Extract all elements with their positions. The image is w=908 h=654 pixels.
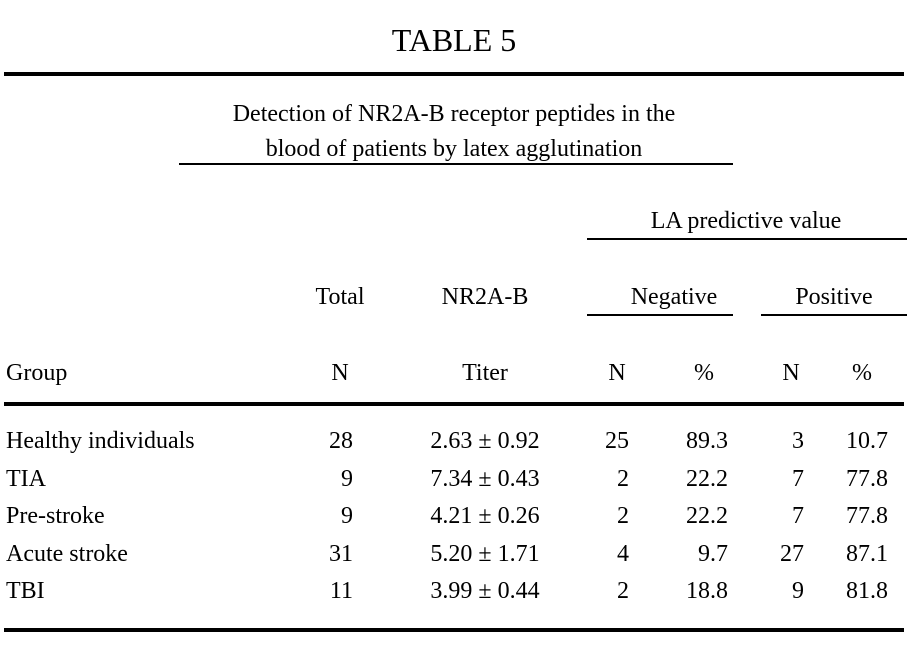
cell-total: 9 <box>341 503 353 529</box>
cell-group: Healthy individuals <box>6 428 195 454</box>
cell-group: TIA <box>6 466 46 492</box>
caption-underline <box>179 163 733 165</box>
header-titer: Titer <box>462 360 508 386</box>
header-positive: Positive <box>795 284 873 310</box>
header-total-n: N <box>331 360 349 386</box>
cell-titer: 2.63 ± 0.92 <box>430 428 540 454</box>
top-rule <box>4 72 904 76</box>
cell-negative-n: 2 <box>617 466 629 492</box>
header-negative-n: N <box>608 360 626 386</box>
header-bottom-rule <box>4 402 904 406</box>
negative-underline <box>587 314 733 316</box>
header-negative-pct: % <box>694 360 714 386</box>
cell-negative-pct: 22.2 <box>686 466 728 492</box>
cell-negative-n: 4 <box>617 541 629 567</box>
header-negative: Negative <box>630 284 718 310</box>
cell-positive-pct: 77.8 <box>846 503 888 529</box>
cell-positive-pct: 81.8 <box>846 578 888 604</box>
table-title: TABLE 5 <box>391 22 517 58</box>
cell-negative-pct: 9.7 <box>698 541 728 567</box>
cell-total: 11 <box>329 578 353 604</box>
cell-negative-pct: 18.8 <box>686 578 728 604</box>
cell-negative-pct: 89.3 <box>686 428 728 454</box>
header-positive-pct: % <box>852 360 872 386</box>
cell-group: TBI <box>6 578 45 604</box>
cell-positive-n: 7 <box>792 503 804 529</box>
cell-positive-pct: 87.1 <box>846 541 888 567</box>
cell-negative-n: 25 <box>605 428 629 454</box>
cell-titer: 5.20 ± 1.71 <box>430 541 540 567</box>
cell-positive-pct: 77.8 <box>846 466 888 492</box>
cell-negative-n: 2 <box>617 503 629 529</box>
cell-negative-pct: 22.2 <box>686 503 728 529</box>
table-caption-line-1: Detection of NR2A-B receptor peptides in… <box>232 101 676 127</box>
header-nr2ab: NR2A-B <box>441 284 529 310</box>
cell-positive-n: 3 <box>792 428 804 454</box>
header-total: Total <box>315 284 365 310</box>
cell-total: 28 <box>329 428 353 454</box>
cell-group: Pre-stroke <box>6 503 105 529</box>
cell-titer: 3.99 ± 0.44 <box>430 578 540 604</box>
cell-group: Acute stroke <box>6 541 128 567</box>
table-caption-line-2: blood of patients by latex agglutination <box>265 136 643 162</box>
cell-total: 31 <box>329 541 353 567</box>
cell-positive-n: 7 <box>792 466 804 492</box>
cell-titer: 7.34 ± 0.43 <box>430 466 540 492</box>
la-predictive-underline <box>587 238 907 240</box>
bottom-rule <box>4 628 904 632</box>
header-group: Group <box>6 360 68 386</box>
cell-total: 9 <box>341 466 353 492</box>
cell-negative-n: 2 <box>617 578 629 604</box>
header-positive-n: N <box>782 360 800 386</box>
cell-titer: 4.21 ± 0.26 <box>430 503 540 529</box>
header-la-predictive-value: LA predictive value <box>650 208 842 234</box>
positive-underline <box>761 314 907 316</box>
cell-positive-n: 27 <box>780 541 804 567</box>
cell-positive-pct: 10.7 <box>846 428 888 454</box>
cell-positive-n: 9 <box>792 578 804 604</box>
